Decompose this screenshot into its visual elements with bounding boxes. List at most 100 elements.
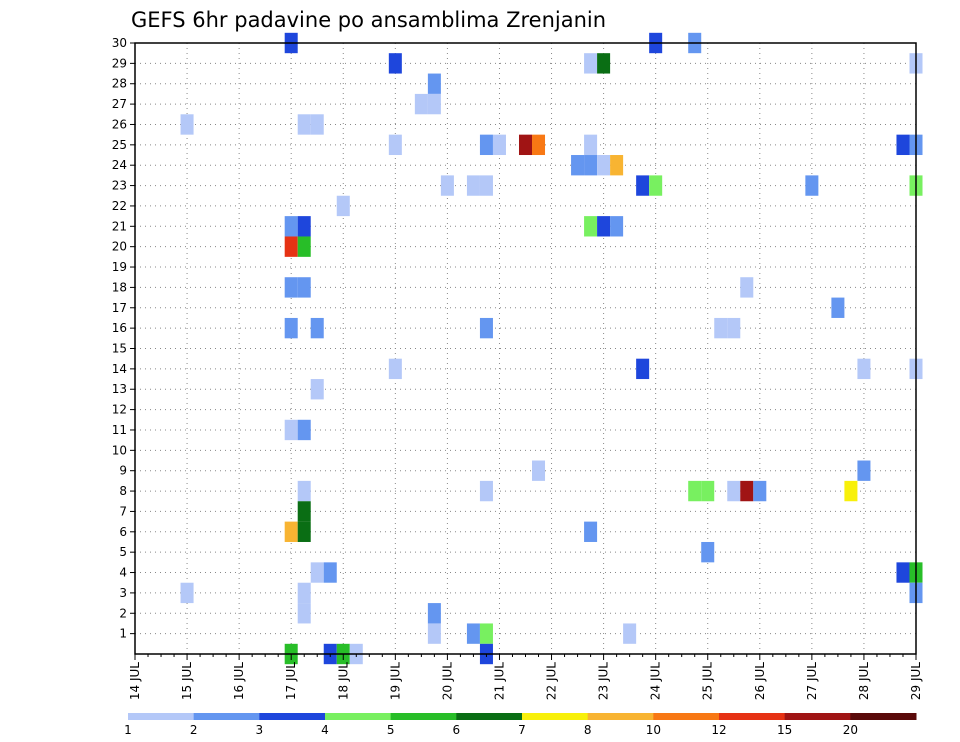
y-tick-label: 30: [112, 36, 127, 50]
precip-cell: [427, 73, 441, 94]
precip-cell: [427, 603, 441, 624]
colorbar-label: 7: [518, 723, 526, 737]
x-tick-label: 16 JUL: [232, 662, 246, 700]
colorbar-swatch: [522, 713, 589, 720]
precip-cell: [297, 114, 311, 135]
y-tick-label: 9: [119, 464, 127, 478]
colorbar-swatch: [587, 713, 654, 720]
precip-cell: [180, 582, 194, 604]
precip-cell: [284, 521, 298, 542]
colorbar-label: 6: [453, 723, 461, 737]
precip-cell: [284, 236, 298, 257]
precip-cell: [597, 53, 611, 74]
precip-cell: [297, 582, 311, 604]
colorbar-label: 20: [843, 723, 858, 737]
y-tick-label: 8: [119, 484, 127, 498]
y-tick-label: 29: [112, 56, 127, 70]
x-axis: 14 JUL 15 JUL 16 JUL 17 JUL 18 JUL 19 JUL 20 J…: [128, 654, 923, 700]
precip-cell: [571, 155, 585, 176]
precip-cell: [740, 480, 754, 502]
precip-cell: [727, 317, 741, 339]
x-tick-label: 29 JUL: [909, 662, 923, 700]
y-tick-label: 13: [112, 382, 127, 396]
precip-cell: [532, 460, 546, 481]
x-tick-label: 15 JUL: [180, 662, 194, 700]
precip-cell: [636, 175, 650, 196]
y-tick-label: 10: [112, 443, 127, 457]
colorbar-label: 15: [777, 723, 792, 737]
colorbar-legend: 1 2 3 4 5 6 7 8 10 12 15 20: [124, 713, 917, 737]
precip-cell: [532, 134, 546, 156]
colorbar-swatch: [325, 713, 392, 720]
precip-cell: [597, 155, 611, 176]
x-tick-label: 25 JUL: [701, 662, 715, 700]
y-tick-label: 26: [112, 117, 127, 131]
y-tick-label: 25: [112, 138, 127, 152]
colorbar-label: 10: [646, 723, 661, 737]
precip-cell: [896, 134, 910, 156]
x-tick-label: 20 JUL: [440, 662, 454, 700]
y-tick-label: 6: [119, 525, 127, 539]
precip-cell: [388, 358, 402, 380]
precip-cell: [310, 114, 324, 135]
y-tick-label: 27: [112, 97, 127, 111]
precip-cell: [479, 175, 493, 196]
precip-cell: [297, 521, 311, 542]
precip-cell: [584, 521, 598, 542]
y-tick-label: 24: [112, 158, 127, 172]
y-tick-label: 19: [112, 260, 127, 274]
precip-cell: [584, 155, 598, 176]
precip-cell: [610, 155, 624, 176]
precip-cell: [284, 216, 298, 237]
precip-cell: [310, 379, 324, 400]
precip-cell: [297, 501, 311, 522]
precip-cell: [297, 236, 311, 257]
x-tick-label: 17 JUL: [284, 662, 298, 700]
colorbar-swatch: [653, 713, 720, 720]
precip-cell: [701, 541, 715, 563]
precip-cell: [180, 114, 194, 135]
precip-cell: [896, 562, 910, 583]
precip-cell: [584, 216, 598, 237]
precip-cell: [284, 419, 298, 441]
precip-cell: [479, 623, 493, 644]
x-tick-label: 21 JUL: [492, 662, 506, 700]
precip-cell: [740, 277, 754, 298]
heatmap-cells: [180, 32, 923, 665]
colorbar-swatch: [390, 713, 457, 720]
x-tick-label: 19 JUL: [388, 662, 402, 700]
x-tick-label: 18 JUL: [336, 662, 350, 700]
y-tick-label: 4: [119, 566, 127, 580]
y-tick-label: 20: [112, 240, 127, 254]
y-tick-label: 2: [119, 606, 127, 620]
precip-cell: [844, 480, 858, 502]
precip-cell: [584, 53, 598, 74]
y-tick-label: 5: [119, 545, 127, 559]
y-tick-label: 28: [112, 77, 127, 91]
precip-cell: [492, 134, 506, 156]
precip-cell: [466, 175, 480, 196]
colorbar-swatch: [719, 713, 786, 720]
colorbar-label: 2: [190, 723, 198, 737]
colorbar-swatch: [784, 713, 851, 720]
precip-cell: [649, 175, 663, 196]
x-tick-label: 28 JUL: [857, 662, 871, 700]
y-tick-label: 15: [112, 342, 127, 356]
colorbar-swatch: [128, 713, 195, 720]
precip-cell: [727, 480, 741, 502]
precip-cell: [479, 317, 493, 339]
precip-cell: [388, 134, 402, 156]
precip-cell: [753, 480, 767, 502]
precip-cell: [297, 419, 311, 441]
chart-title: GEFS 6hr padavine po ansamblima Zrenjani…: [131, 8, 606, 32]
precip-cell: [284, 317, 298, 339]
precip-cell: [466, 623, 480, 644]
y-axis: 1234567891011121314151617181920212223242…: [112, 36, 135, 641]
precip-cell: [297, 277, 311, 298]
colorbar-label: 8: [584, 723, 592, 737]
x-tick-label: 23 JUL: [597, 662, 611, 700]
precip-cell: [323, 562, 337, 583]
precip-cell: [297, 603, 311, 624]
colorbar-swatch: [850, 713, 917, 720]
y-tick-label: 23: [112, 179, 127, 193]
